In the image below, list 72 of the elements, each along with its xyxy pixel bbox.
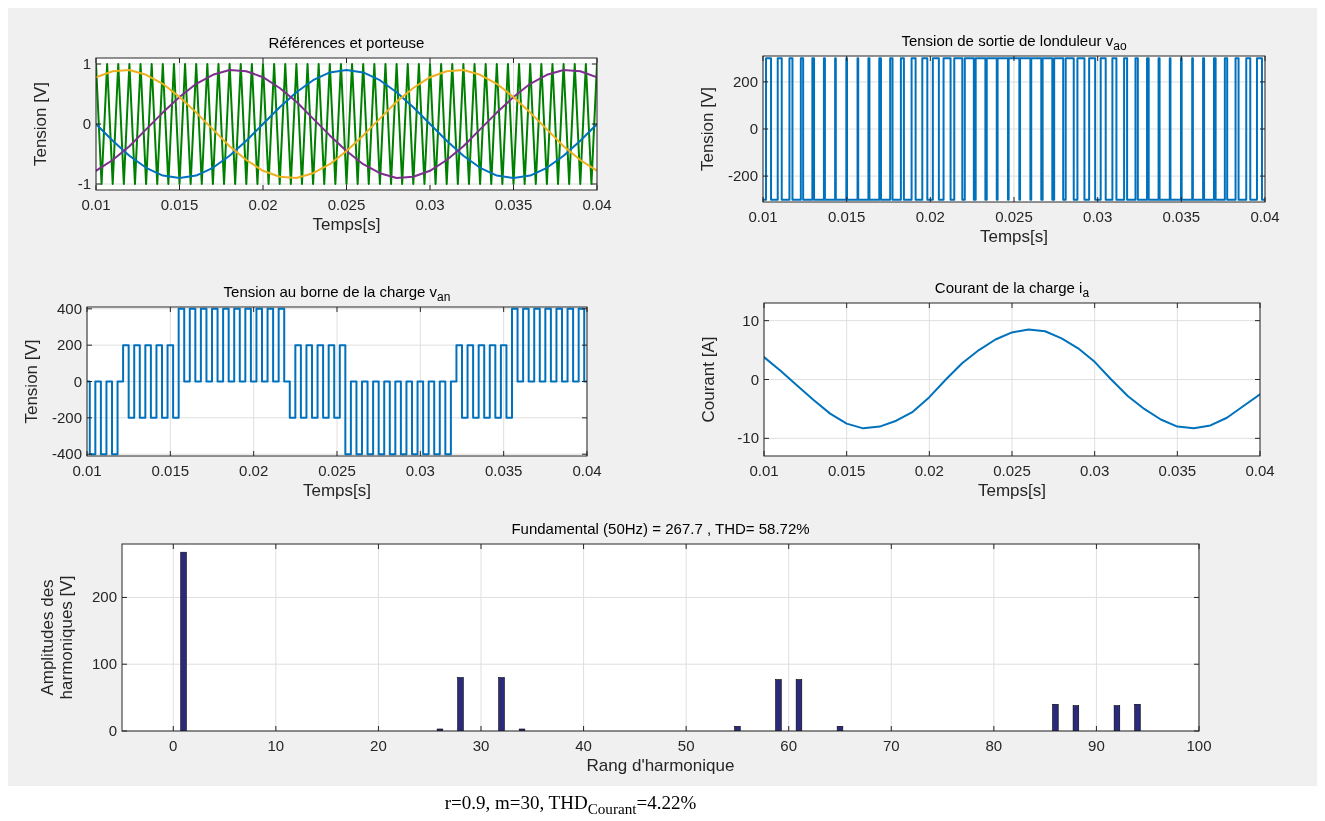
y-tick-label: 10 (742, 311, 759, 329)
y-tick-label: 200 (56, 336, 82, 354)
y-tick-label: 200 (732, 72, 758, 90)
y-tick-label: 200 (91, 588, 117, 606)
x-tick-label: 0.02 (914, 462, 944, 479)
x-tick-label: 0.025 (318, 462, 356, 479)
x-tick-label: 0.015 (160, 196, 199, 213)
x-tick-label: 0.03 (415, 196, 445, 213)
x-tick-label: 0.02 (915, 208, 945, 225)
x-tick-label: 0.015 (827, 208, 866, 225)
chart-title: Fundamental (50Hz) = 267.7 , THD= 58.72% (511, 520, 810, 537)
x-axis-title: Temps[s] (977, 481, 1047, 500)
x-tick-label: 0.025 (327, 196, 366, 213)
x-tick-label: 0.01 (72, 462, 102, 479)
x-tick-label: 0 (169, 737, 178, 754)
y-tick-label: 0 (73, 372, 82, 390)
y-axis-title: Tension [V] (22, 339, 41, 424)
x-tick-label: 0.04 (1245, 462, 1275, 479)
x-tick-label: 0.01 (81, 196, 111, 213)
chart-title: Tension au borne de la charge v$_{an}$ (223, 283, 451, 305)
x-tick-label: 0.035 (494, 196, 533, 213)
x-tick-label: 0.03 (1083, 208, 1113, 225)
x-tick-label: 80 (985, 737, 1003, 754)
y-axis-title: Courant [A] (699, 336, 718, 423)
x-tick-label: 0.03 (405, 462, 435, 479)
x-tick-label: 0.015 (151, 462, 190, 479)
y-tick-label: -1 (77, 175, 91, 192)
y-tick-label: 0 (750, 370, 759, 388)
chart-title: Courant de la charge i$_{a}$ (934, 279, 1090, 301)
x-tick-label: 0.015 (827, 462, 866, 479)
x-tick-label: 50 (677, 737, 695, 754)
y-tick-label: 100 (91, 655, 117, 673)
x-tick-label: 20 (370, 737, 387, 754)
chart-title: Références et porteuse (268, 34, 425, 51)
y-tick-label: -200 (51, 408, 82, 426)
y-tick-label: -10 (737, 429, 759, 447)
x-tick-label: 10 (267, 737, 285, 754)
x-tick-label: 30 (472, 737, 490, 754)
x-tick-label: 0.04 (572, 462, 602, 479)
x-tick-label: 0.02 (248, 196, 278, 213)
y-tick-label: 0 (749, 120, 758, 137)
x-tick-label: 0.025 (993, 462, 1031, 479)
x-tick-label: 0.02 (239, 462, 269, 479)
y-tick-label: 0 (108, 722, 117, 739)
y-axis-title: Tension [V] (31, 81, 50, 167)
y-axis-title: Amplitudes des harmoniques [V] (38, 575, 76, 700)
x-tick-label: 0.035 (484, 462, 523, 479)
x-tick-label: 0.025 (995, 208, 1033, 225)
text: r=0.9, m=30, THD$_{Courant}$=4.22% (444, 792, 697, 818)
x-tick-label: 0.01 (748, 208, 778, 225)
x-tick-label: 70 (882, 737, 900, 754)
x-tick-label: 100 (1186, 737, 1212, 754)
x-axis-title: Rang d'harmonique (586, 756, 735, 775)
x-tick-label: 0.035 (1162, 208, 1201, 225)
y-tick-label: 400 (56, 299, 82, 317)
y-tick-label: 1 (82, 55, 91, 72)
x-tick-label: 0.03 (1080, 462, 1110, 479)
x-tick-label: 40 (575, 737, 592, 754)
x-tick-label: 90 (1088, 737, 1105, 754)
x-axis-title: Temps[s] (312, 215, 381, 234)
x-tick-label: 0.035 (1158, 462, 1197, 479)
y-tick-label: 0 (82, 115, 91, 132)
x-axis-title: Temps[s] (302, 481, 372, 500)
x-axis-title: Temps[s] (979, 227, 1049, 246)
x-tick-label: 60 (780, 737, 798, 754)
x-tick-label: 0.01 (749, 462, 779, 479)
y-axis-title: Tension [V] (698, 86, 717, 172)
y-tick-label: -200 (727, 167, 758, 185)
chart-title: Tension de sortie de londuleur v$_{ao}$ (901, 32, 1127, 54)
x-tick-label: 0.04 (1250, 208, 1280, 225)
x-tick-label: 0.04 (582, 196, 612, 213)
y-tick-label: -400 (51, 445, 82, 463)
